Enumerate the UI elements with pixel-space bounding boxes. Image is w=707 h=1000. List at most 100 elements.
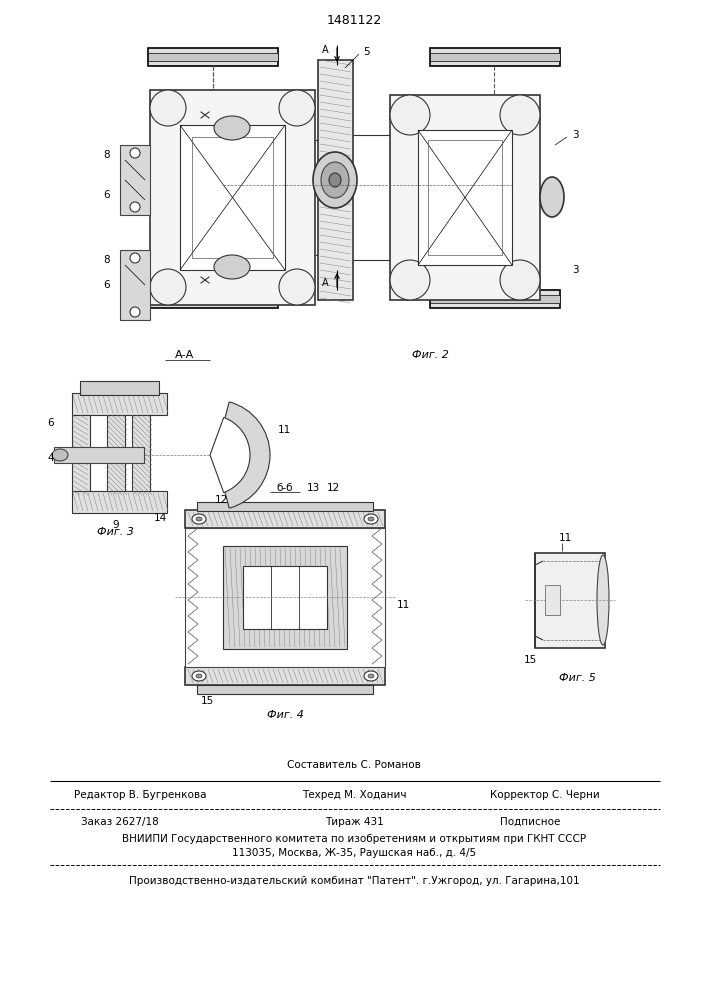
Ellipse shape xyxy=(196,674,202,678)
Bar xyxy=(54,447,144,463)
Text: Составитель С. Романов: Составитель С. Романов xyxy=(287,760,421,770)
Ellipse shape xyxy=(313,152,357,208)
Bar xyxy=(430,53,560,61)
Text: Техред М. Ходанич: Техред М. Ходанич xyxy=(302,790,407,800)
Bar xyxy=(180,125,285,270)
Bar xyxy=(318,60,353,300)
Text: 12: 12 xyxy=(327,483,339,493)
Text: б-б: б-б xyxy=(276,483,293,493)
Bar xyxy=(430,48,560,66)
Bar xyxy=(185,510,385,528)
Ellipse shape xyxy=(390,95,430,135)
Bar xyxy=(150,90,315,305)
Bar xyxy=(192,137,273,258)
Text: 15: 15 xyxy=(523,655,537,665)
Ellipse shape xyxy=(329,173,341,187)
Text: 4: 4 xyxy=(47,453,54,463)
Ellipse shape xyxy=(214,116,250,140)
Bar xyxy=(148,290,278,308)
Text: 6: 6 xyxy=(47,418,54,428)
Text: Производственно-издательский комбинат "Патент". г.Ужгород, ул. Гагарина,101: Производственно-издательский комбинат "П… xyxy=(129,876,579,886)
Bar xyxy=(148,295,278,303)
Ellipse shape xyxy=(540,177,564,217)
Ellipse shape xyxy=(192,671,206,681)
Ellipse shape xyxy=(52,449,68,461)
Ellipse shape xyxy=(279,269,315,305)
Bar xyxy=(185,528,385,667)
Text: 15: 15 xyxy=(200,696,214,706)
Ellipse shape xyxy=(130,148,140,158)
Bar xyxy=(197,502,373,511)
Ellipse shape xyxy=(192,514,206,524)
Text: 14: 14 xyxy=(153,513,167,523)
Text: 11: 11 xyxy=(559,533,572,543)
Text: 113035, Москва, Ж-35, Раушская наб., д. 4/5: 113035, Москва, Ж-35, Раушская наб., д. … xyxy=(232,848,476,858)
Bar xyxy=(148,53,278,61)
Text: Фиг. 4: Фиг. 4 xyxy=(267,710,303,720)
Text: 13: 13 xyxy=(306,483,320,493)
Ellipse shape xyxy=(130,202,140,212)
Bar xyxy=(223,546,347,649)
Bar xyxy=(185,667,385,685)
Text: ВНИИПИ Государственного комитета по изобретениям и открытиям при ГКНТ СССР: ВНИИПИ Государственного комитета по изоб… xyxy=(122,834,586,844)
Ellipse shape xyxy=(368,674,374,678)
Text: Корректор С. Черни: Корректор С. Черни xyxy=(490,790,600,800)
Bar xyxy=(148,48,278,66)
Ellipse shape xyxy=(364,671,378,681)
Text: Тираж 431: Тираж 431 xyxy=(325,817,383,827)
Bar xyxy=(428,140,502,255)
Ellipse shape xyxy=(130,253,140,263)
Text: Фиг. 2: Фиг. 2 xyxy=(411,350,448,360)
Ellipse shape xyxy=(321,162,349,198)
Bar xyxy=(545,585,560,615)
Ellipse shape xyxy=(597,555,609,645)
Ellipse shape xyxy=(150,90,186,126)
Bar xyxy=(72,415,90,491)
Ellipse shape xyxy=(279,90,315,126)
Bar xyxy=(120,145,150,215)
Text: 9: 9 xyxy=(112,520,119,530)
Wedge shape xyxy=(215,402,270,508)
Bar xyxy=(197,685,373,694)
Text: Редактор В. Бугренкова: Редактор В. Бугренкова xyxy=(74,790,206,800)
Text: 6: 6 xyxy=(103,280,110,290)
Ellipse shape xyxy=(500,260,540,300)
Text: А: А xyxy=(322,278,329,288)
Text: Фиг. 3: Фиг. 3 xyxy=(97,527,134,537)
Bar xyxy=(72,393,167,415)
Text: 3: 3 xyxy=(572,265,578,275)
Bar xyxy=(132,415,150,491)
Bar xyxy=(107,415,125,491)
Ellipse shape xyxy=(364,514,378,524)
Ellipse shape xyxy=(390,260,430,300)
Text: 3: 3 xyxy=(572,130,578,140)
Ellipse shape xyxy=(214,255,250,279)
Text: А: А xyxy=(322,45,329,55)
Ellipse shape xyxy=(368,517,374,521)
Text: А-А: А-А xyxy=(175,350,194,360)
Text: Заказ 2627/18: Заказ 2627/18 xyxy=(81,817,159,827)
Bar xyxy=(418,130,512,265)
Bar xyxy=(535,553,605,648)
Text: 6: 6 xyxy=(103,190,110,200)
Text: Подписное: Подписное xyxy=(500,817,560,827)
Bar xyxy=(72,491,167,513)
Text: 12: 12 xyxy=(215,495,228,505)
Text: 11: 11 xyxy=(397,600,410,610)
Text: Фиг. 5: Фиг. 5 xyxy=(559,673,595,683)
Bar xyxy=(120,250,150,320)
Bar xyxy=(243,566,327,629)
Ellipse shape xyxy=(130,307,140,317)
Text: 11: 11 xyxy=(278,425,291,435)
Ellipse shape xyxy=(500,95,540,135)
Wedge shape xyxy=(210,417,250,493)
Text: 1481122: 1481122 xyxy=(327,13,382,26)
Text: 8: 8 xyxy=(103,255,110,265)
Ellipse shape xyxy=(150,269,186,305)
Ellipse shape xyxy=(196,517,202,521)
Bar xyxy=(430,295,560,303)
Text: 8: 8 xyxy=(103,150,110,160)
Text: 5: 5 xyxy=(363,47,370,57)
Bar xyxy=(390,95,540,300)
Bar xyxy=(430,290,560,308)
